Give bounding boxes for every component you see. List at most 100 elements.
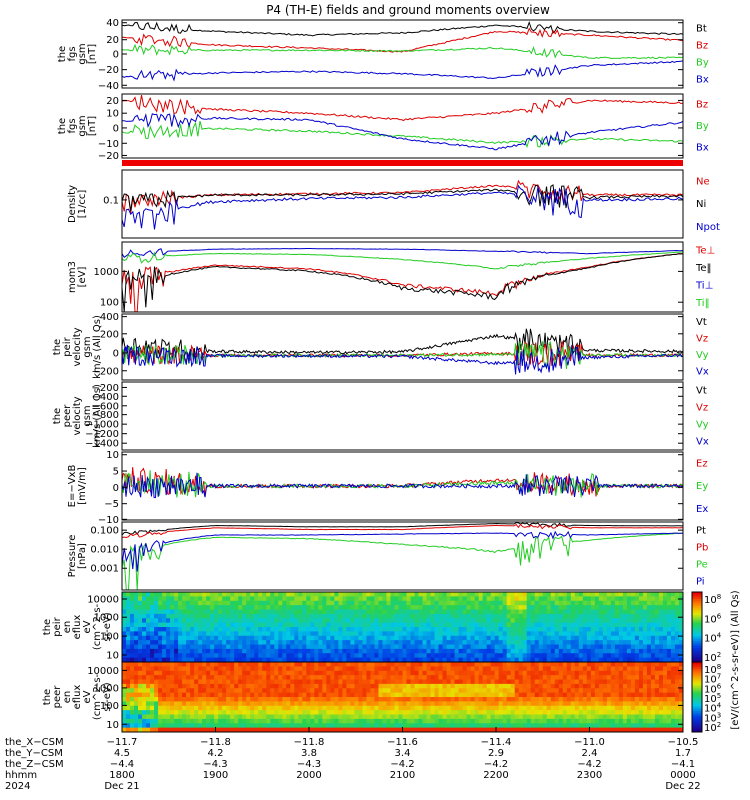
xtick-label-6-3: 0000 <box>670 770 695 781</box>
series-peir-velocity-3 <box>121 344 684 375</box>
xtick-label-1-2: −4.3 <box>203 759 227 770</box>
ylabel-fgs-gsm-2: gsm <box>77 115 88 136</box>
ytick-label-peer-eflux-2: 100 <box>100 701 119 712</box>
series-fgs-gsm-2 <box>121 112 684 151</box>
legend-peer-velocity-0: Vt <box>696 385 707 396</box>
ytick-label-fgs-gsm-tot-0: 40 <box>106 18 119 29</box>
ytick-label-efield-4: −10 <box>98 515 119 526</box>
ytick-label-fgs-gsm-tot-1: 20 <box>106 35 119 46</box>
series-efield-1 <box>121 470 684 498</box>
ytick-label-efield-3: −5 <box>104 499 119 510</box>
ylabel-fgs-gsm-tot-1: fgs <box>67 46 78 61</box>
ytick-label-temperature-0: 1000 <box>94 267 119 278</box>
ytick-label-efield-2: 0 <box>113 483 119 494</box>
ylabel-peir-eflux-5: (cm^2-s- <box>92 603 103 650</box>
ytick-label-fgs-gsm-tot-3: −20 <box>98 65 119 76</box>
series-peir-velocity-0 <box>121 328 684 360</box>
legend-fgs-gsm-0: Bz <box>696 100 708 111</box>
panel-frame-temperature <box>121 241 684 313</box>
ylabel-peir-eflux-1: peir <box>52 616 63 636</box>
ylabel-peer-eflux-1: peer <box>52 685 63 709</box>
colorbar-tick-peer-eflux-6: 102 <box>704 721 721 734</box>
ylabel-peer-eflux-3: eflux <box>72 685 83 710</box>
legend-fgs-gsm-1: By <box>696 121 709 132</box>
ytick-label-density-0: 0.1 <box>103 195 119 206</box>
legend-density-2: Npot <box>696 222 720 233</box>
ytick-label-temperature-1: 100 <box>100 298 119 309</box>
ylabel-density-1: [1/cc] <box>77 190 88 219</box>
series-pressure-2 <box>121 532 684 591</box>
panel-frame-peir-velocity <box>121 313 684 381</box>
ylabel-temperature-0: mom3 <box>67 261 78 293</box>
ytick-label-peer-velocity-4: −1000 <box>85 420 119 431</box>
legend-peir-velocity-3: Vx <box>696 367 709 378</box>
legend-peir-velocity-1: Vz <box>696 334 708 345</box>
ytick-label-fgs-gsm-0: 20 <box>106 96 119 107</box>
series-temperature-3 <box>121 251 684 270</box>
colorbar-tick-peer-eflux-5: 103 <box>704 711 721 724</box>
ylabel-peir-velocity-2: velocity <box>72 327 83 366</box>
legend-temperature-1: Te‖ <box>695 263 712 274</box>
peir-spectrogram <box>122 592 684 663</box>
series-fgs-gsm-tot-1 <box>121 27 684 53</box>
series-fgs-gsm-0 <box>121 95 684 122</box>
ylabel-peir-eflux-6: sr-eV) <box>102 612 113 641</box>
legend-fgs-gsm-tot-3: Bx <box>696 74 709 85</box>
xtick-label-0-0: −11.7 <box>107 737 138 748</box>
legend-temperature-0: Te⊥ <box>695 246 715 257</box>
ytick-label-efield-1: 5 <box>113 467 119 478</box>
ytick-label-peir-eflux-3: 10 <box>106 651 119 662</box>
legend-pressure-2: Pe <box>696 559 708 570</box>
xtick-label-2-1: 3.8 <box>301 748 317 759</box>
series-temperature-0 <box>121 253 684 313</box>
x-row-label-4: 2024 <box>5 781 30 792</box>
ylabel-peir-velocity-1: peir <box>62 336 73 356</box>
xtick-label-3-0: −11.6 <box>387 737 418 748</box>
legend-fgs-gsm-tot-2: By <box>696 57 709 68</box>
panel-frame-pressure <box>121 521 684 591</box>
legend-temperature-2: Ti⊥ <box>695 281 713 292</box>
legend-peir-velocity-0: Vt <box>696 317 707 328</box>
ylabel-peer-eflux-2: en <box>62 691 73 704</box>
legend-density-1: Ni <box>696 199 706 210</box>
colorbar-tick-peer-eflux-4: 104 <box>704 702 722 715</box>
colorbar-tick-peir-eflux-0: 108 <box>704 593 721 606</box>
x-row-label-1: the_Y−CSM <box>5 748 63 759</box>
xtick-label-1-3: 1900 <box>203 770 228 781</box>
ytick-label-peer-velocity-1: −400 <box>92 392 119 403</box>
xtick-label-2-3: 2000 <box>296 770 321 781</box>
colorbar-tick-peer-eflux-0: 108 <box>704 663 721 676</box>
legend-peer-velocity-1: Vz <box>696 402 708 413</box>
ytick-label-fgs-gsm-4: −20 <box>98 151 119 162</box>
ylabel-efield-0: E=−VxB <box>67 465 78 508</box>
xtick-label-0-1: 4.5 <box>114 748 130 759</box>
series-temperature-2 <box>121 247 684 259</box>
series-fgs-gsm-tot-0 <box>121 21 684 37</box>
ytick-label-peir-velocity-3: −200 <box>92 366 119 377</box>
ylabel-efield-1: [mV/m] <box>77 467 88 505</box>
ylabel-peer-velocity-2: velocity <box>72 396 83 435</box>
panel-frame-peer-velocity <box>121 381 684 451</box>
panel-frame-fgs-gsm <box>121 93 684 159</box>
peer-spectrogram <box>122 662 684 733</box>
ytick-label-peer-eflux-1: 1000 <box>94 683 119 694</box>
ytick-label-peer-velocity-5: −1200 <box>85 429 119 440</box>
colorbar-tick-peer-eflux-1: 107 <box>704 673 721 686</box>
series-fgs-gsm-tot-3 <box>121 60 684 82</box>
legend-peir-velocity-2: Vy <box>696 350 709 361</box>
ylabel-peir-velocity-4: km/s (All Qs) <box>92 315 103 379</box>
legend-density-0: Ne <box>696 176 710 187</box>
xtick-label-4-1: 2.9 <box>488 748 504 759</box>
ylabel-peer-velocity-4: km/s (All Qs) <box>92 384 103 448</box>
xtick-label-6-2: −4.1 <box>671 759 695 770</box>
xtick-label-5-1: 2.4 <box>582 748 598 759</box>
ylabel-pressure-1: [nPa] <box>77 543 88 569</box>
colorbar-tick-peir-eflux-1: 106 <box>704 612 722 625</box>
plot-title: P4 (TH-E) fields and ground moments over… <box>266 3 550 17</box>
ytick-label-fgs-gsm-tot-4: −40 <box>98 81 119 92</box>
ytick-label-peir-eflux-2: 100 <box>100 632 119 643</box>
series-temperature-1 <box>121 253 684 312</box>
colorbar-peir-eflux <box>692 592 702 595</box>
legend-fgs-gsm-tot-1: Bz <box>696 40 708 51</box>
